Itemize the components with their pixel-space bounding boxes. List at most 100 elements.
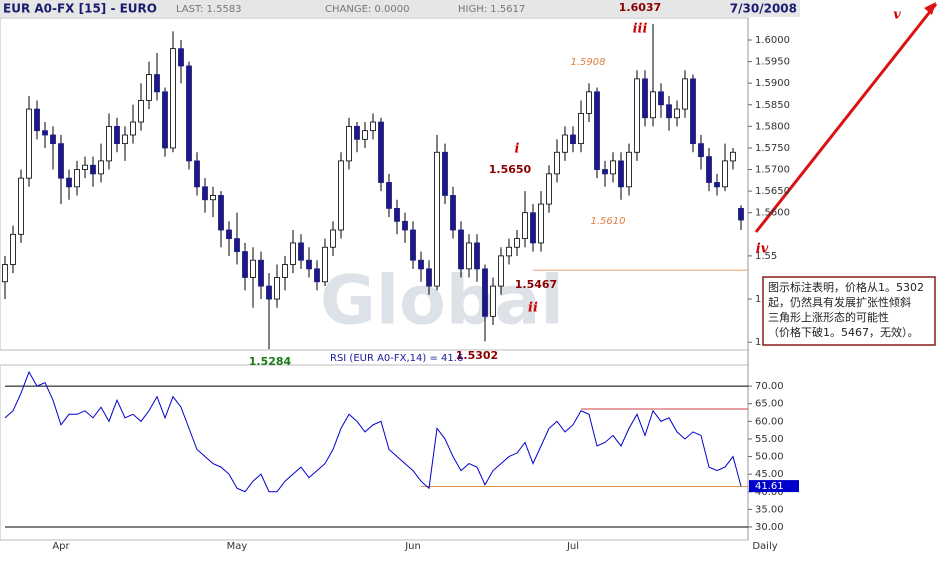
y-tick-label: 30.00 xyxy=(755,522,784,533)
candle-body xyxy=(282,264,288,278)
y-tick-label: 1.5700 xyxy=(755,165,790,176)
annotation: 1.5908 xyxy=(571,57,606,68)
y-tick-label: 1.5850 xyxy=(755,100,790,111)
candle-body xyxy=(730,151,736,162)
candle-body xyxy=(738,207,744,221)
candle-body xyxy=(50,134,56,145)
rsi-line xyxy=(4,370,742,493)
candle-body xyxy=(410,229,416,261)
y-tick-label: 1.5900 xyxy=(755,78,790,89)
candle-body xyxy=(386,182,392,209)
annotation: 1.5467 xyxy=(515,278,557,291)
candle-body xyxy=(498,255,504,287)
watermark: Global xyxy=(320,262,564,341)
y-tick-label: 1.5600 xyxy=(755,208,790,219)
candle-body xyxy=(154,74,160,93)
candle-body xyxy=(266,285,272,300)
rsi-title: RSI (EUR A0-FX,14) = 41.6 xyxy=(330,353,463,364)
candle-body xyxy=(114,125,120,145)
candle-body xyxy=(354,125,360,140)
candle-body xyxy=(18,177,24,235)
y-tick-label: 65.00 xyxy=(755,399,784,410)
candle-body xyxy=(362,130,368,140)
candle-body xyxy=(402,220,408,231)
candle-body xyxy=(98,160,104,175)
candle-body xyxy=(530,212,536,244)
candle-body xyxy=(90,164,96,175)
x-tick-label: May xyxy=(227,541,248,552)
y-tick-label: 40.00 xyxy=(755,487,784,498)
last-value-box xyxy=(749,480,799,493)
note-line: （价格下破1。5467，无效）。 xyxy=(768,325,919,339)
candle-body xyxy=(226,229,232,240)
candle-body xyxy=(10,233,16,265)
candle-body xyxy=(674,108,680,119)
note-line: 起，仍然具有发展扩张性倾斜 xyxy=(768,295,911,309)
y-tick-label: 1.6000 xyxy=(755,35,790,46)
arrow-head xyxy=(924,2,936,15)
candle-body xyxy=(642,78,648,119)
candle-body xyxy=(162,91,168,149)
candle-body xyxy=(626,151,632,188)
note-line: 三角形上涨形态的可能性 xyxy=(768,310,889,324)
annotation: 1.5284 xyxy=(249,355,292,368)
candle-body xyxy=(570,134,576,145)
candle-body xyxy=(74,169,80,188)
candle-body xyxy=(578,113,584,145)
y-tick-label: 1.5950 xyxy=(755,57,790,68)
x-tick-label: Jul xyxy=(566,541,579,552)
candle-body xyxy=(586,91,592,114)
y-tick-label: 60.00 xyxy=(755,416,784,427)
y-tick-label: 35.00 xyxy=(755,504,784,515)
rsi-panel xyxy=(0,364,749,541)
candle-body xyxy=(338,160,344,231)
candle-body xyxy=(138,100,144,123)
x-tick-label: Jun xyxy=(404,541,421,552)
candle-body xyxy=(106,125,112,162)
candle-body xyxy=(346,125,352,162)
x-axis-label: Daily xyxy=(752,541,777,552)
candle-body xyxy=(394,207,400,222)
candle-body xyxy=(634,78,640,153)
candle-body xyxy=(602,169,608,175)
candle-body xyxy=(290,242,296,265)
header-item: LAST: 1.5583 xyxy=(176,4,242,15)
candle-body xyxy=(474,242,480,270)
candle-body xyxy=(458,229,464,270)
candle-body xyxy=(434,151,440,287)
candle-body xyxy=(666,104,672,119)
candle-body xyxy=(122,134,128,145)
candle-body xyxy=(218,195,224,231)
candle-body xyxy=(202,186,208,201)
annotation: i xyxy=(515,142,520,157)
candle-body xyxy=(514,238,520,248)
candle-body xyxy=(466,242,472,270)
note-line: 图示标注表明，价格从1。5302 xyxy=(768,280,924,294)
candle-body xyxy=(546,173,552,205)
candle-body xyxy=(522,212,528,240)
candle-body xyxy=(426,268,432,287)
annotation: 1.5610 xyxy=(591,216,626,227)
last-value-label: 41.61 xyxy=(755,481,784,492)
candle-body xyxy=(274,277,280,300)
candle-body xyxy=(146,74,152,101)
header-item: HIGH: 1.5617 xyxy=(458,4,525,15)
annotation: iv xyxy=(756,242,769,257)
candle-body xyxy=(378,121,384,183)
candle-body xyxy=(706,156,712,183)
candle-body xyxy=(506,246,512,257)
annotation: 1.5302 xyxy=(456,349,498,362)
candle-body xyxy=(618,160,624,188)
candle-body xyxy=(2,264,8,283)
annotation: iii xyxy=(633,22,648,37)
annotation: 1.5650 xyxy=(489,163,532,176)
candle-body xyxy=(490,285,496,317)
candle-body xyxy=(594,91,600,170)
candle-body xyxy=(682,78,688,110)
candle-body xyxy=(82,164,88,170)
candle-body xyxy=(690,78,696,145)
candle-body xyxy=(194,160,200,188)
candle-body xyxy=(482,268,488,317)
note-box xyxy=(762,276,936,346)
